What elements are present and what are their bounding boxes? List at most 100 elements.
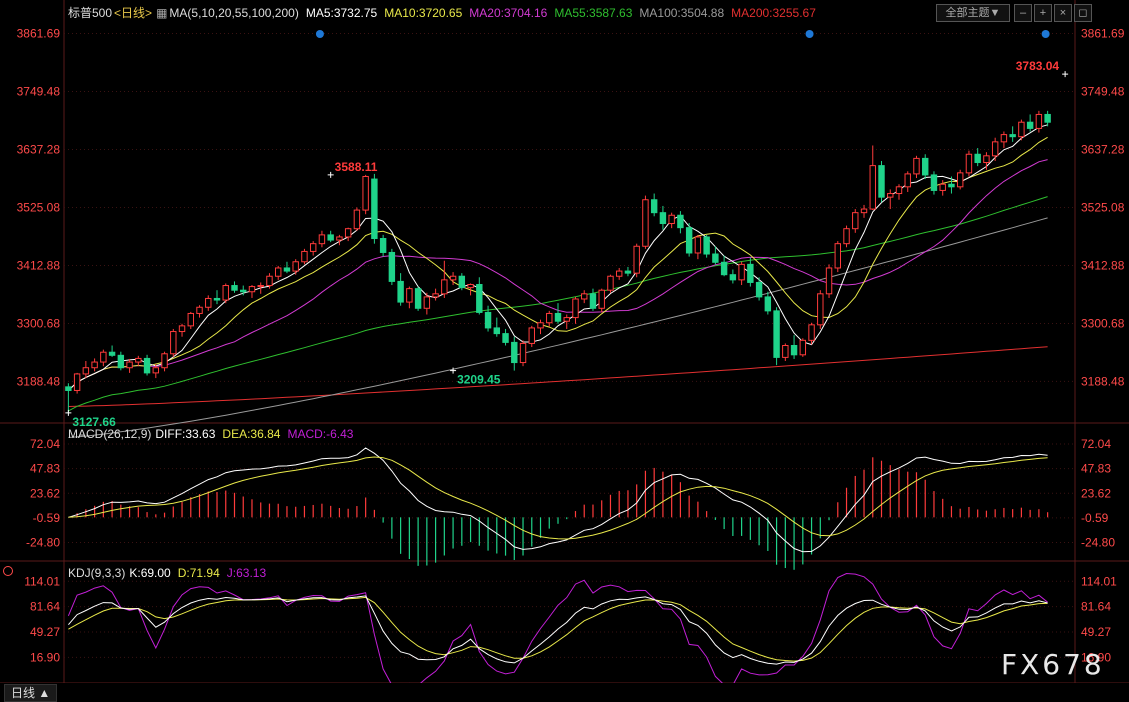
macd-tick-label-right: 23.62	[1081, 486, 1111, 500]
candle-body	[607, 275, 614, 291]
price-tick-label-left: 3749.48	[17, 84, 61, 98]
macd-tick-label-left: -24.80	[26, 536, 60, 550]
candle-body	[913, 157, 920, 175]
price-tick-label-left: 3861.69	[17, 26, 61, 40]
candle-body	[790, 345, 798, 356]
candle-body	[677, 214, 684, 229]
candle-body	[782, 345, 789, 358]
candle-body	[301, 250, 308, 263]
price-tick-label-right: 3188.48	[1081, 374, 1125, 388]
candle-body	[930, 174, 938, 191]
kdj-d-line	[68, 596, 1048, 662]
kdj-tick-label-right: 49.27	[1081, 625, 1111, 639]
expand-icon[interactable]: ◻	[1074, 4, 1092, 22]
candle-body	[922, 157, 929, 176]
kdj-d-label: D:71.94	[177, 566, 220, 580]
price-tick-label-left: 3300.68	[17, 316, 61, 330]
candle-body	[484, 311, 492, 329]
kdj-tick-label-right: 114.01	[1081, 574, 1117, 588]
candle-body	[860, 208, 868, 214]
candle-body	[799, 339, 807, 356]
kdj-tick-label-left: 16.90	[30, 650, 60, 664]
kdj-k-line	[68, 595, 1048, 665]
ma10-label: MA10:3720.65	[384, 6, 463, 20]
macd-tick-label-right: 47.83	[1081, 462, 1111, 476]
kdj-tick-label-left: 114.01	[24, 574, 60, 588]
candle-body	[642, 199, 649, 247]
price-panel-header: 标普500 <日线> ▦ MA(5,10,20,55,100,200) MA5:3732…	[68, 5, 823, 21]
ma5-line	[68, 124, 1048, 391]
watermark: FX678	[1001, 648, 1105, 681]
kdj-j-label: J:63.13	[226, 566, 267, 580]
candle-body	[240, 289, 247, 293]
chart-icon[interactable]: ▦	[156, 6, 168, 20]
period-tab[interactable]: 日线 ▲	[4, 684, 58, 702]
candle-body	[633, 245, 640, 274]
macd-tick-label-left: 47.83	[30, 462, 60, 476]
candle-body	[406, 288, 413, 303]
close-icon[interactable]: ×	[1054, 4, 1072, 22]
ma200-label: MA200:3255.67	[731, 6, 816, 20]
candle-body	[747, 263, 754, 283]
candle-body	[432, 293, 439, 298]
candle-body	[1044, 113, 1051, 123]
kdj-k-label: K:69.00	[129, 566, 171, 580]
candle-body	[178, 325, 186, 333]
macd-tick-label-left: 23.62	[30, 486, 60, 500]
kdj-tick-label-left: 49.27	[30, 625, 60, 639]
candle-body	[476, 284, 483, 313]
candle-body	[493, 327, 501, 335]
candle-body	[143, 357, 151, 374]
candle-body	[362, 175, 369, 211]
macd-panel-header: MACD(26,12,9) DIFF:33.63 DEA:36.84 MACD:-6.…	[68, 426, 360, 442]
candle-body	[82, 367, 90, 375]
kdj-panel-header: KDJ(9,3,3) K:69.00 D:71.94 J:63.13	[68, 565, 273, 581]
candle-body	[615, 270, 623, 277]
candle-body	[703, 236, 710, 255]
candle-body	[275, 267, 282, 277]
price-annotation-label: 3588.11	[335, 160, 378, 174]
candle-body	[546, 312, 553, 324]
event-marker-icon	[805, 30, 814, 38]
candle-body	[187, 312, 194, 327]
candle-body	[843, 228, 850, 245]
candle-body	[213, 297, 221, 301]
candle-body	[152, 367, 160, 374]
candle-body	[1035, 113, 1043, 129]
symbol-label[interactable]: 标普500	[68, 6, 113, 20]
candle-body	[624, 270, 632, 274]
candle-body	[519, 342, 527, 364]
macd-dea-label: DEA:36.84	[222, 427, 281, 441]
candle-body	[117, 354, 125, 369]
candle-body	[266, 275, 273, 287]
candle-body	[808, 324, 815, 341]
candle-body	[423, 296, 431, 309]
period-label[interactable]: <日线>	[114, 6, 153, 20]
candle-body	[834, 243, 841, 269]
kdj-tick-label-right: 81.64	[1081, 600, 1111, 614]
candle-body	[222, 285, 229, 301]
candle-body	[397, 280, 404, 303]
ma20-line	[68, 159, 1048, 391]
candle-body	[773, 310, 780, 358]
macd-tick-label-right: -0.59	[1081, 511, 1109, 525]
macd-tick-label-right: -24.80	[1081, 536, 1115, 550]
candle-body	[659, 212, 667, 225]
candle-body	[528, 327, 535, 344]
candle-body	[467, 284, 474, 289]
candle-body	[170, 331, 177, 355]
macd-tick-label-left: -0.59	[33, 511, 61, 525]
theme-dropdown[interactable]: 全部主题▼	[936, 4, 1010, 22]
candle-body	[511, 341, 518, 364]
indicator-settings-icon[interactable]	[3, 566, 13, 576]
price-tick-label-right: 3637.28	[1081, 142, 1125, 156]
candle-body	[598, 289, 605, 309]
candle-body	[458, 275, 466, 289]
minus-icon[interactable]: –	[1014, 4, 1032, 22]
candle-body	[720, 261, 728, 276]
plus-icon[interactable]: +	[1034, 4, 1052, 22]
candle-body	[764, 296, 772, 312]
price-tick-label-right: 3525.08	[1081, 200, 1125, 214]
candle-body	[135, 357, 142, 363]
